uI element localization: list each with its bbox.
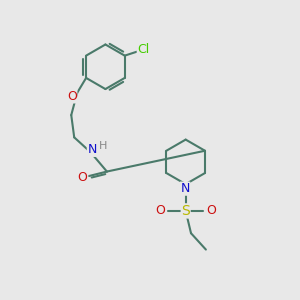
Text: N: N (180, 182, 190, 195)
Text: N: N (87, 143, 97, 156)
Text: O: O (206, 204, 216, 217)
Text: Cl: Cl (137, 43, 150, 56)
Text: O: O (67, 90, 77, 103)
Text: O: O (78, 171, 88, 184)
Text: O: O (155, 204, 165, 217)
Text: S: S (181, 204, 190, 218)
Text: H: H (99, 141, 107, 151)
